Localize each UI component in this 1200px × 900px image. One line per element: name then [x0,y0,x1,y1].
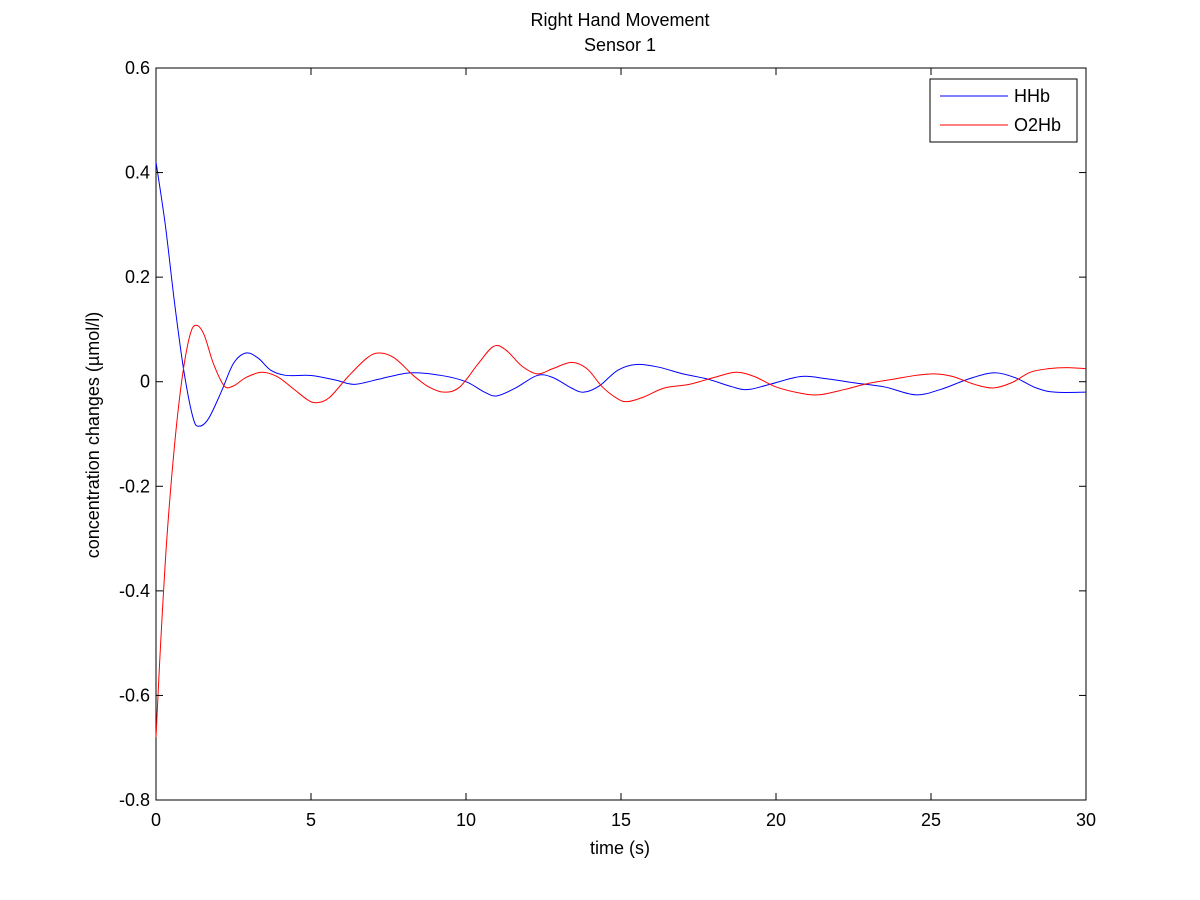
series-line-hhb [155,162,1087,427]
y-tick-label: 0.4 [125,163,150,183]
y-tick-label: -0.2 [119,476,150,496]
legend-label-hhb: HHb [1014,86,1050,106]
series-line-o2hb [155,324,1087,738]
chart-subtitle: Sensor 1 [584,35,656,55]
plot-frame [155,67,1087,801]
series-layer [155,162,1087,738]
y-tick-label: 0 [140,372,150,392]
x-tick-label: 10 [456,810,476,830]
x-axis-label: time (s) [590,838,650,858]
chart-title: Right Hand Movement [530,10,709,30]
x-tick-label: 15 [611,810,631,830]
x-tick-label: 5 [306,810,316,830]
x-tick-label: 20 [766,810,786,830]
y-tick-label: 0.6 [125,58,150,78]
legend: HHb O2Hb [929,78,1078,143]
ticks-layer: 0 5 10 15 20 25 30 -0.8 -0.6 -0.4 -0.2 0 0.2 0.4 0.6 [119,58,1096,830]
plot-area [155,67,1087,801]
y-tick-label: 0.2 [125,267,150,287]
y-tick-label: -0.4 [119,581,150,601]
y-tick-label: -0.8 [119,790,150,810]
x-tick-label: 25 [921,810,941,830]
x-tick-label: 0 [151,810,161,830]
y-axis-label: concentration changes (µmol/l) [83,312,103,559]
legend-box [929,78,1078,143]
y-tick-label: -0.6 [119,685,150,705]
legend-label-o2hb: O2Hb [1014,115,1061,135]
x-tick-label: 30 [1076,810,1096,830]
